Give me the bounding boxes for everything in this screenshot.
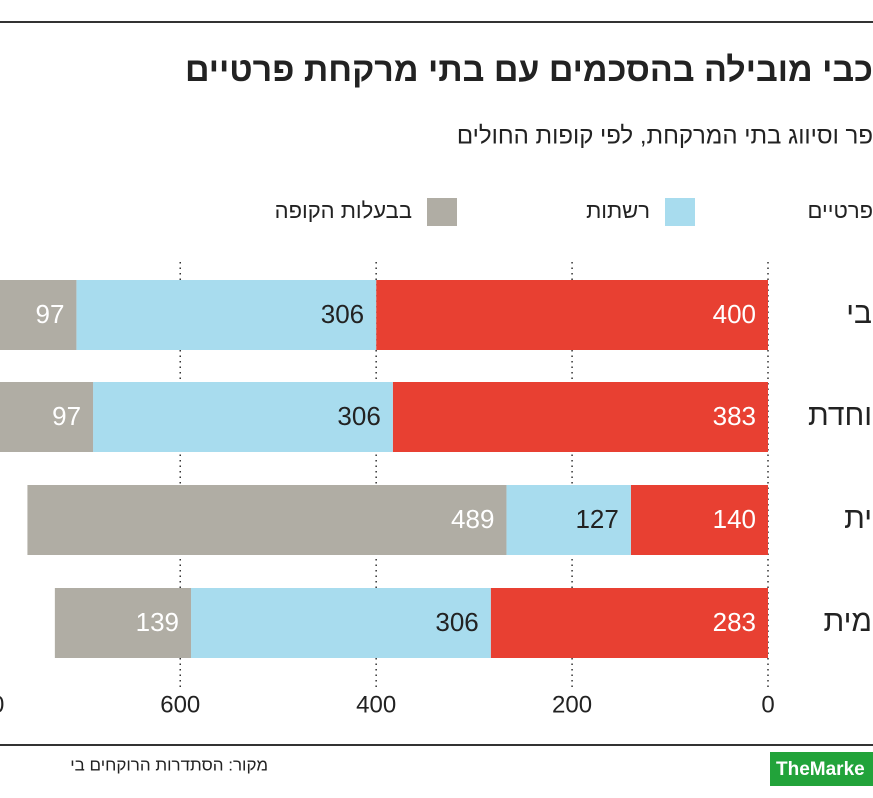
logo-box bbox=[770, 752, 873, 786]
legend-label: פרטיים bbox=[808, 198, 873, 223]
logo: TheMarke bbox=[776, 759, 865, 780]
data-label: 489 bbox=[451, 504, 494, 534]
data-label: 140 bbox=[713, 504, 756, 534]
category-label: מית bbox=[823, 605, 872, 638]
x-tick-label: 200 bbox=[552, 691, 592, 718]
category-label: וחדת bbox=[808, 399, 872, 432]
legend-label: בבעלות הקופה bbox=[275, 198, 412, 223]
bar-segment bbox=[54, 588, 192, 658]
data-label: 383 bbox=[713, 401, 756, 431]
bar-segment bbox=[93, 382, 393, 452]
data-label: 306 bbox=[337, 401, 380, 431]
bar-segment bbox=[392, 382, 768, 452]
bar-segment bbox=[630, 485, 768, 555]
x-tick-label: 0 bbox=[761, 691, 774, 718]
data-label: 283 bbox=[713, 607, 756, 637]
legend-label: רשתות bbox=[586, 198, 650, 223]
data-label: 97 bbox=[35, 299, 64, 329]
bar-segment bbox=[0, 382, 94, 452]
bar-segment bbox=[191, 588, 491, 658]
source: מקור: הסתדרות הרוקחים בי bbox=[70, 755, 268, 774]
data-label: 306 bbox=[435, 607, 478, 637]
legend-swatch bbox=[427, 198, 457, 226]
x-tick-label: 800 bbox=[0, 691, 4, 718]
category-label: בי bbox=[846, 297, 872, 330]
chart-title: כבי מובילה בהסכמים עם בתי מרקחת פרטיים bbox=[185, 51, 873, 89]
bar-segment bbox=[506, 485, 631, 555]
x-tick-label: 400 bbox=[356, 691, 396, 718]
data-label: 139 bbox=[136, 607, 179, 637]
data-label: 400 bbox=[713, 299, 756, 329]
data-label: 306 bbox=[321, 299, 364, 329]
legend-swatch bbox=[665, 198, 695, 226]
bar-segment bbox=[376, 280, 768, 350]
data-label: 127 bbox=[575, 504, 618, 534]
bar-segment bbox=[0, 280, 77, 350]
category-label: ית bbox=[844, 502, 872, 535]
x-tick-label: 600 bbox=[160, 691, 200, 718]
bar-segment bbox=[27, 485, 507, 555]
data-label: 97 bbox=[52, 401, 81, 431]
bar-segment bbox=[76, 280, 377, 350]
chart-subtitle: פר וסיווג בתי המרקחת, לפי קופות החולים bbox=[457, 122, 873, 149]
bar-segment bbox=[490, 588, 768, 658]
